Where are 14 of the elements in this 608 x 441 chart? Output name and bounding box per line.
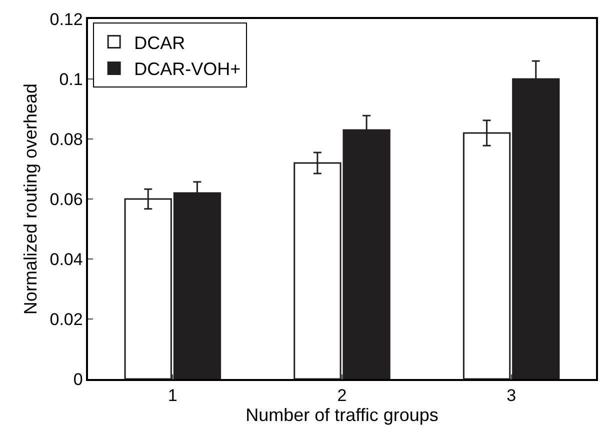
- legend-label: DCAR-VOH+: [134, 59, 241, 80]
- y-tick-label: 0.08: [50, 130, 83, 149]
- y-tick-label: 0.02: [50, 310, 83, 329]
- x-tick-label: 3: [506, 386, 516, 406]
- y-axis-title: Normalized routing overhead: [20, 83, 40, 315]
- y-tick-label: 0: [73, 370, 83, 389]
- x-tick-label: 2: [337, 386, 347, 406]
- x-axis-title: Number of traffic groups: [246, 405, 438, 426]
- y-tick-label: 0.12: [50, 10, 83, 29]
- y-tick-label: 0.06: [50, 190, 83, 209]
- y-tick-label: 0.04: [50, 250, 83, 269]
- y-tick-label: 0.1: [59, 70, 83, 89]
- legend-label: DCAR: [134, 32, 186, 53]
- x-tick-label: 1: [168, 386, 178, 406]
